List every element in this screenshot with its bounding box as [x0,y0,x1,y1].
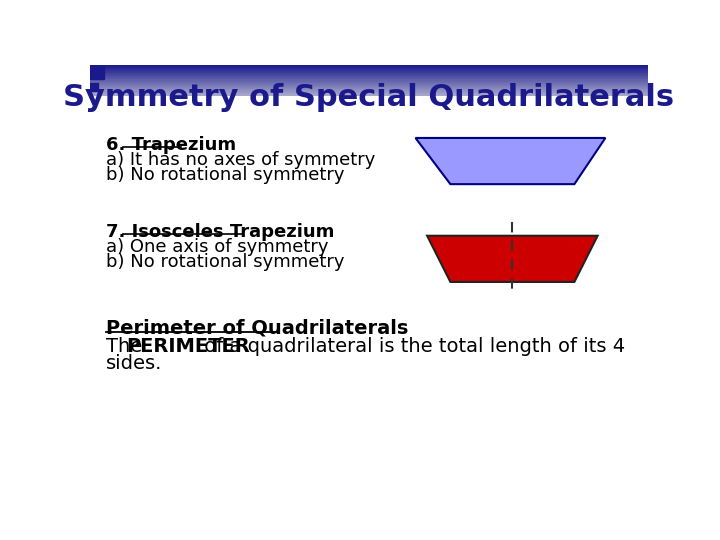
Text: Symmetry of Special Quadrilaterals: Symmetry of Special Quadrilaterals [63,83,675,112]
Text: The: The [106,336,148,356]
Text: b) No rotational symmetry: b) No rotational symmetry [106,253,344,272]
Text: Perimeter of Quadrilaterals: Perimeter of Quadrilaterals [106,319,408,338]
Text: of a quadrilateral is the total length of its 4: of a quadrilateral is the total length o… [199,336,626,356]
Text: a) It has no axes of symmetry: a) It has no axes of symmetry [106,151,375,169]
Text: 6. Trapezium: 6. Trapezium [106,136,235,154]
Text: b) No rotational symmetry: b) No rotational symmetry [106,166,344,185]
Polygon shape [415,138,606,184]
Polygon shape [427,236,598,282]
Text: a) One axis of symmetry: a) One axis of symmetry [106,238,328,256]
Text: PERIMETER: PERIMETER [127,336,250,356]
Text: 7. Isosceles Trapezium: 7. Isosceles Trapezium [106,222,334,241]
Text: sides.: sides. [106,354,162,373]
